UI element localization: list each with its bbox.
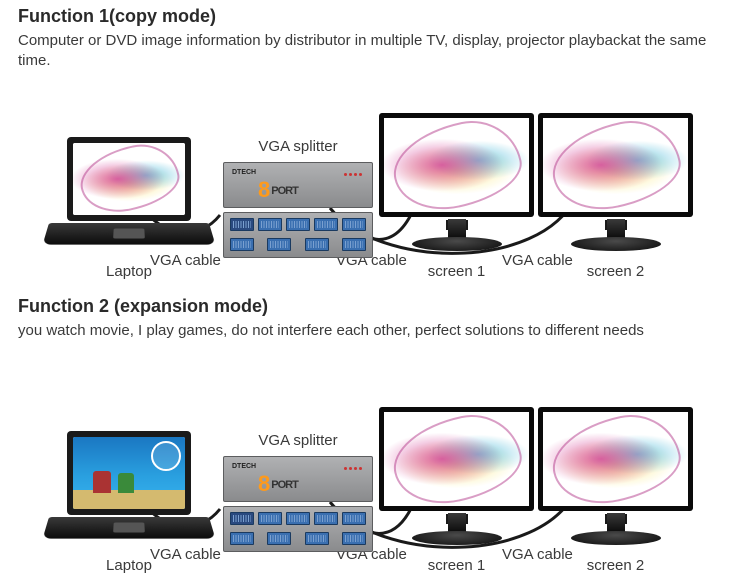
vga-out-port	[305, 238, 329, 251]
screen1-label-1: screen 1	[428, 263, 486, 280]
function2-row: Laptop VGA splitter DTECH 8PORT	[0, 394, 742, 574]
vga-out-port	[342, 238, 366, 251]
laptop-2: Laptop	[49, 431, 209, 574]
vga-out-port	[342, 218, 366, 231]
splitter-brand: DTECH	[232, 463, 256, 470]
monitor-2a: ◎ screen 1	[379, 407, 534, 574]
splitter-1-above-label: VGA splitter	[223, 138, 373, 155]
vga-out-port	[342, 532, 366, 545]
laptop-1: Laptop	[49, 137, 209, 280]
vga-out-port	[230, 532, 254, 545]
screen1-label-2: screen 1	[428, 557, 486, 574]
function2-desc: you watch movie, I play games, do not in…	[0, 321, 742, 341]
vga-in-port	[230, 218, 254, 231]
vga-out-port	[230, 238, 254, 251]
splitter-2-above-label: VGA splitter	[223, 432, 373, 449]
function2-section: Function 2 (expansion mode) you watch mo…	[0, 296, 742, 341]
function1-desc: Computer or DVD image information by dis…	[0, 31, 742, 72]
function2-title: Function 2 (expansion mode)	[0, 296, 742, 317]
monitor-swirl-graphic	[384, 118, 529, 212]
vga-out-port	[314, 218, 338, 231]
laptop-game-graphic	[73, 437, 185, 509]
splitter-1: VGA splitter DTECH 8PORT	[223, 162, 373, 280]
vga-out-port	[258, 218, 282, 231]
laptop-2-label: Laptop	[106, 557, 152, 574]
monitor-1b: ◎ screen 2	[538, 113, 693, 280]
vga-out-port	[305, 532, 329, 545]
splitter-brand: DTECH	[232, 169, 256, 176]
vga-out-port	[314, 512, 338, 525]
splitter-port-count: 8PORT	[258, 471, 298, 497]
monitor-swirl-graphic	[384, 412, 529, 506]
vga-out-port	[286, 512, 310, 525]
monitor-swirl-graphic	[543, 118, 688, 212]
vga-out-port	[286, 218, 310, 231]
splitter-port-count: 8PORT	[258, 177, 298, 203]
vga-out-port	[267, 532, 291, 545]
function1-title: Function 1(copy mode)	[0, 6, 742, 27]
splitter-2: VGA splitter DTECH 8PORT	[223, 456, 373, 574]
screen2-label-1: screen 2	[587, 263, 645, 280]
laptop-swirl-graphic	[73, 143, 185, 215]
monitor-1a: ◎ screen 1	[379, 113, 534, 280]
vga-out-port	[267, 238, 291, 251]
vga-in-port	[230, 512, 254, 525]
function1-section: Function 1(copy mode) Computer or DVD im…	[0, 6, 742, 72]
vga-out-port	[258, 512, 282, 525]
laptop-1-label: Laptop	[106, 263, 152, 280]
screen2-label-2: screen 2	[587, 557, 645, 574]
monitor-swirl-graphic	[543, 412, 688, 506]
monitor-2b: ◎ screen 2	[538, 407, 693, 574]
function1-row: Laptop VGA splitter DTECH 8PORT	[0, 100, 742, 280]
vga-out-port	[342, 512, 366, 525]
